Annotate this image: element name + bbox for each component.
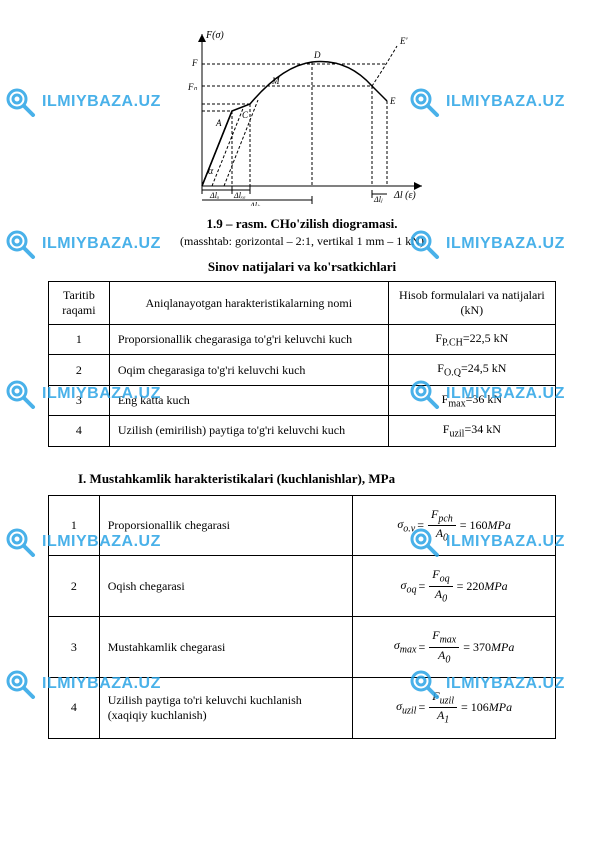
- figure-caption-sub: (masshtab: gorizontal – 2:1, vertikal 1 …: [48, 234, 556, 249]
- svg-text:F: F: [191, 58, 198, 68]
- search-icon: [4, 526, 36, 558]
- section1-title: Sinov natijalari va ko'rsatkichlari: [48, 259, 556, 275]
- axis-x-label: Δl (ε): [393, 190, 416, 201]
- cell-number: 1: [49, 325, 110, 355]
- sigma-symbol: σo.v: [397, 517, 415, 534]
- col-header: Aniqlanayotgan harakteristikalarning nom…: [109, 282, 388, 325]
- table-results: Taritib raqami Aniqlanayotgan harakteris…: [48, 281, 556, 447]
- svg-text:α: α: [208, 166, 214, 177]
- cell-name: Mustahkamlik chegarasi: [99, 617, 353, 678]
- fraction: FpchA0: [428, 508, 456, 544]
- svg-text:Δlₐ: Δlₐ: [209, 191, 220, 200]
- search-icon: [4, 668, 36, 700]
- cell-name: Proporsionallik chegarasi: [99, 495, 353, 556]
- cell-number: 2: [49, 556, 100, 617]
- table-row: 3Mustahkamlik chegarasiσmax=FmaxA0= 370M…: [49, 617, 556, 678]
- search-icon: [4, 228, 36, 260]
- figure-caption-bold: 1.9 – rasm. CHo'zilish diogramasi.: [206, 216, 397, 231]
- table-row: Taritib raqami Aniqlanayotgan harakteris…: [49, 282, 556, 325]
- cell-formula: σuzil=FuzilA1= 106MPa: [353, 677, 556, 738]
- fraction: FmaxA0: [429, 629, 459, 665]
- fraction: FoqA0: [429, 568, 452, 604]
- fraction: FuzilA1: [429, 690, 457, 726]
- svg-text:M: M: [271, 76, 280, 86]
- table-row: 1Proporsionallik chegarasiσo.v=FpchA0= 1…: [49, 495, 556, 556]
- cell-name: Oqish chegarasi: [99, 556, 353, 617]
- cell-name: Eng katta kuch: [109, 385, 388, 415]
- table-row: 3Eng katta kuchFmax=36 kN: [49, 385, 556, 415]
- table-row: 2Oqish chegarasiσoq=FoqA0= 220MPa: [49, 556, 556, 617]
- cell-number: 4: [49, 677, 100, 738]
- stress-strain-diagram: F(σ) Δl (ε) F Fₙ D: [172, 26, 432, 206]
- cell-result: FO.Q=24,5 kN: [388, 355, 555, 385]
- cell-formula: σo.v=FpchA0= 160MPa: [353, 495, 556, 556]
- figure-caption: 1.9 – rasm. CHo'zilish diogramasi.: [48, 216, 556, 232]
- cell-result: Fuzil=34 kN: [388, 416, 555, 446]
- cell-result: FP.CH=22,5 kN: [388, 325, 555, 355]
- sigma-symbol: σuzil: [396, 699, 416, 716]
- svg-text:C: C: [242, 110, 249, 120]
- svg-text:E': E': [399, 36, 408, 46]
- cell-formula: σoq=FoqA0= 220MPa: [353, 556, 556, 617]
- cell-name: Uzilish (emirilish) paytiga to'g'ri kelu…: [109, 416, 388, 446]
- cell-number: 2: [49, 355, 110, 385]
- cell-formula: σmax=FmaxA0= 370MPa: [353, 617, 556, 678]
- table-row: 1Proporsionallik chegarasiga to'g'ri kel…: [49, 325, 556, 355]
- col-header: Hisob formulalari va natijalari (kN): [388, 282, 555, 325]
- sigma-symbol: σoq: [401, 578, 417, 595]
- figure-container: F(σ) Δl (ε) F Fₙ D: [48, 26, 556, 206]
- table-row: 2Oqim chegarasiga to'g'ri keluvchi kuchF…: [49, 355, 556, 385]
- cell-number: 1: [49, 495, 100, 556]
- sigma-symbol: σmax: [394, 638, 417, 655]
- page: ILMIYBAZA.UZ ILMIYBAZA.UZ ILMIYBAZA.UZ I…: [0, 0, 596, 842]
- svg-text:D: D: [313, 50, 321, 60]
- table-strength: 1Proporsionallik chegarasiσo.v=FpchA0= 1…: [48, 495, 556, 739]
- col-header: Taritib raqami: [49, 282, 110, 325]
- search-icon: [4, 378, 36, 410]
- cell-number: 4: [49, 416, 110, 446]
- svg-text:Fₙ: Fₙ: [187, 82, 197, 92]
- cell-number: 3: [49, 385, 110, 415]
- cell-name: Proporsionallik chegarasiga to'g'ri kelu…: [109, 325, 388, 355]
- search-icon: [4, 86, 36, 118]
- cell-number: 3: [49, 617, 100, 678]
- svg-text:E: E: [389, 96, 396, 106]
- cell-name: Oqim chegarasiga to'g'ri keluvchi kuch: [109, 355, 388, 385]
- axis-y-label: F(σ): [205, 30, 224, 41]
- cell-result: Fmax=36 kN: [388, 385, 555, 415]
- svg-text:A: A: [215, 118, 222, 128]
- svg-text:Δlⱼ: Δlⱼ: [373, 195, 383, 204]
- section2-title: I. Mustahkamlik harakteristikalari (kuch…: [48, 471, 556, 487]
- table-row: 4Uzilish paytiga to'ri keluvchi kuchlani…: [49, 677, 556, 738]
- table-row: 4Uzilish (emirilish) paytiga to'g'ri kel…: [49, 416, 556, 446]
- svg-text:Δlₖₓₐ: Δlₖₓₐ: [249, 201, 266, 206]
- svg-text:Δlₓₐ: Δlₓₐ: [233, 191, 246, 200]
- cell-name: Uzilish paytiga to'ri keluvchi kuchlanis…: [99, 677, 353, 738]
